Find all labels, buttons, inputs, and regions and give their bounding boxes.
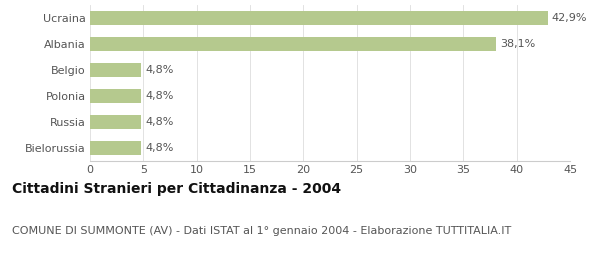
Text: 4,8%: 4,8% — [145, 91, 174, 101]
Text: 4,8%: 4,8% — [145, 65, 174, 75]
Text: 38,1%: 38,1% — [500, 39, 536, 49]
Bar — [90, 63, 141, 77]
Text: Cittadini Stranieri per Cittadinanza - 2004: Cittadini Stranieri per Cittadinanza - 2… — [12, 182, 341, 196]
Text: 4,8%: 4,8% — [145, 143, 174, 153]
Bar — [90, 141, 141, 155]
Text: 4,8%: 4,8% — [145, 117, 174, 127]
Text: COMUNE DI SUMMONTE (AV) - Dati ISTAT al 1° gennaio 2004 - Elaborazione TUTTITALI: COMUNE DI SUMMONTE (AV) - Dati ISTAT al … — [12, 226, 511, 236]
Bar — [90, 11, 548, 25]
Text: 42,9%: 42,9% — [552, 13, 587, 23]
Bar — [90, 89, 141, 103]
Bar — [90, 37, 496, 51]
Bar — [90, 115, 141, 129]
